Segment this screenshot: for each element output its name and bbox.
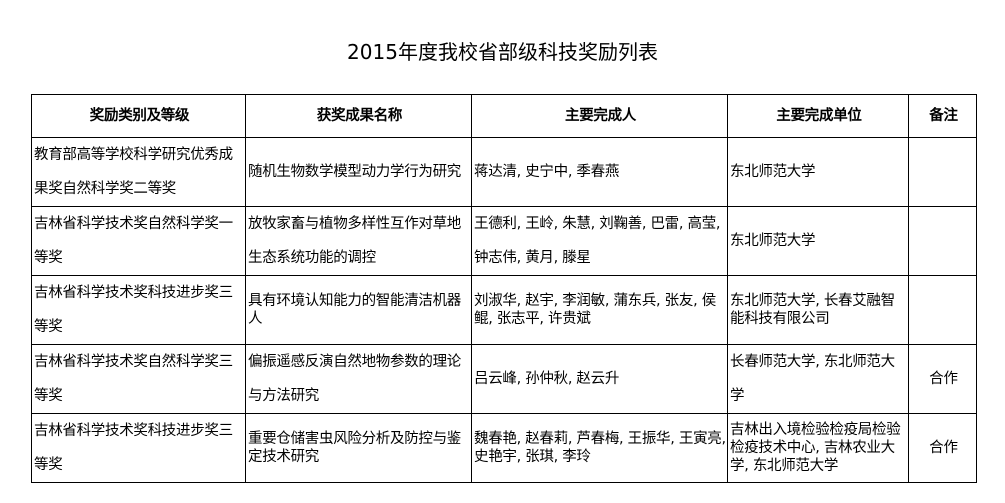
cell-persons: 蒋达清, 史宁中, 季春燕 (471, 137, 728, 207)
cell-units: 东北师范大学 (727, 206, 909, 276)
cell-category: 吉林省科学技术奖科技进步奖三等奖 (31, 275, 246, 345)
cell-achievement: 具有环境认知能力的智能清洁机器人 (245, 275, 472, 345)
cell-units: 东北师范大学, 长春艾融智能科技有限公司 (727, 275, 909, 345)
cell-achievement: 偏振遥感反演自然地物参数的理论与方法研究 (245, 344, 472, 414)
cell-category: 吉林省科学技术奖自然科学奖三等奖 (31, 344, 246, 414)
cell-achievement: 随机生物数学模型动力学行为研究 (245, 137, 472, 207)
page-title: 2015年度我校省部级科技奖励列表 (347, 40, 658, 64)
cell-persons: 魏春艳, 赵春莉, 芦春梅, 王振华, 王寅亮, 史艳宇, 张琪, 李玲 (471, 413, 728, 483)
cell-category: 吉林省科学技术奖自然科学奖一等奖 (31, 206, 246, 276)
table-row: 吉林省科学技术奖自然科学奖一等奖 放牧家畜与植物多样性互作对草地生态系统功能的调… (31, 206, 977, 276)
table-row: 吉林省科学技术奖自然科学奖三等奖 偏振遥感反演自然地物参数的理论与方法研究 吕云… (31, 344, 977, 414)
header-persons: 主要完成人 (471, 94, 728, 138)
cell-note (908, 206, 977, 276)
cell-units: 长春师范大学, 东北师范大学 (727, 344, 909, 414)
cell-note (908, 137, 977, 207)
cell-achievement: 重要仓储害虫风险分析及防控与鉴定技术研究 (245, 413, 472, 483)
header-units: 主要完成单位 (727, 94, 909, 138)
awards-table: 奖励类别及等级 获奖成果名称 主要完成人 主要完成单位 备注 教育部高等学校科学… (31, 94, 977, 483)
cell-units: 东北师范大学 (727, 137, 909, 207)
header-note: 备注 (908, 94, 977, 138)
cell-persons: 吕云峰, 孙仲秋, 赵云升 (471, 344, 728, 414)
cell-note (908, 275, 977, 345)
table-header-row: 奖励类别及等级 获奖成果名称 主要完成人 主要完成单位 备注 (31, 94, 977, 138)
cell-category: 吉林省科学技术奖科技进步奖三等奖 (31, 413, 246, 483)
table-row: 吉林省科学技术奖科技进步奖三等奖 具有环境认知能力的智能清洁机器人 刘淑华, 赵… (31, 275, 977, 345)
cell-category: 教育部高等学校科学研究优秀成果奖自然科学奖二等奖 (31, 137, 246, 207)
table-row: 吉林省科学技术奖科技进步奖三等奖 重要仓储害虫风险分析及防控与鉴定技术研究 魏春… (31, 413, 977, 483)
header-category: 奖励类别及等级 (31, 94, 246, 138)
cell-note: 合作 (908, 344, 977, 414)
cell-persons: 王德利, 王岭, 朱慧, 刘鞠善, 巴雷, 高莹, 钟志伟, 黄月, 滕星 (471, 206, 728, 276)
cell-units: 吉林出入境检验检疫局检验检疫技术中心, 吉林农业大学, 东北师范大学 (727, 413, 909, 483)
cell-achievement: 放牧家畜与植物多样性互作对草地生态系统功能的调控 (245, 206, 472, 276)
header-achievement: 获奖成果名称 (245, 94, 472, 138)
cell-note: 合作 (908, 413, 977, 483)
cell-persons: 刘淑华, 赵宇, 李润敏, 蒲东兵, 张友, 侯鲲, 张志平, 许贵斌 (471, 275, 728, 345)
table-row: 教育部高等学校科学研究优秀成果奖自然科学奖二等奖 随机生物数学模型动力学行为研究… (31, 137, 977, 207)
